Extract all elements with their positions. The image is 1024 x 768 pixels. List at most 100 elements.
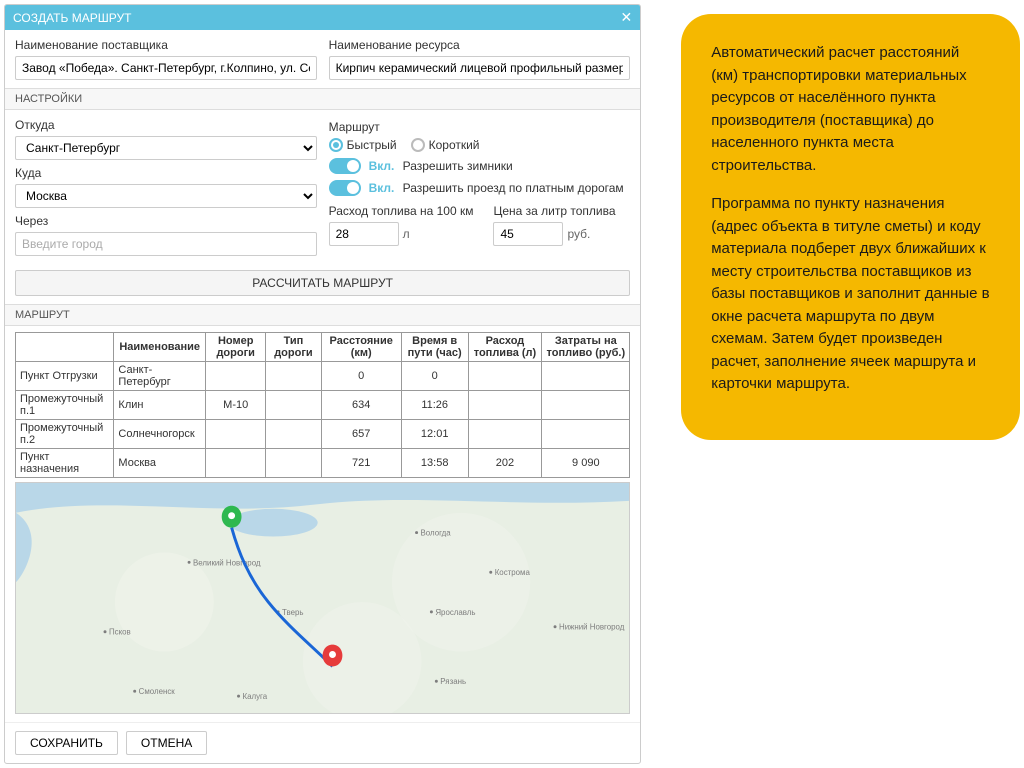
table-header: Расход топлива (л) xyxy=(468,333,542,362)
table-cell: Клин xyxy=(114,391,206,420)
table-cell: 9 090 xyxy=(542,449,630,478)
supplier-input[interactable] xyxy=(15,56,317,80)
table-header: Номер дороги xyxy=(205,333,265,362)
table-cell: 0 xyxy=(321,362,401,391)
table-header: Расстояние (км) xyxy=(321,333,401,362)
calculate-button[interactable]: РАССЧИТАТЬ МАРШРУТ xyxy=(15,270,630,296)
fuel-consumption-input[interactable] xyxy=(329,222,399,246)
fuel-unit: л xyxy=(403,227,410,241)
info-paragraph-1: Автоматический расчет расстояний (км) тр… xyxy=(711,42,990,177)
dialog-titlebar: СОЗДАТЬ МАРШРУТ ✕ xyxy=(5,5,640,30)
table-cell: Промежуточный п.1 xyxy=(16,391,114,420)
route-table: НаименованиеНомер дорогиТип дорогиРассто… xyxy=(15,332,630,478)
table-row: Промежуточный п.2Солнечногорск 65712:01 xyxy=(16,420,630,449)
table-header: Тип дороги xyxy=(266,333,321,362)
svg-text:Калуга: Калуга xyxy=(242,692,267,701)
table-cell xyxy=(266,362,321,391)
from-select[interactable]: Санкт-Петербург xyxy=(15,136,317,160)
svg-text:Нижний Новгород: Нижний Новгород xyxy=(559,623,625,632)
radio-short[interactable]: Короткий xyxy=(411,138,480,152)
table-cell: М-10 xyxy=(205,391,265,420)
table-cell: Солнечногорск xyxy=(114,420,206,449)
table-cell: Москва xyxy=(114,449,206,478)
table-cell: 12:01 xyxy=(401,420,468,449)
supplier-label: Наименование поставщика xyxy=(15,38,317,52)
map-view[interactable]: Псков Великий Новгород Вологда Кострома … xyxy=(15,482,630,714)
via-input[interactable] xyxy=(15,232,317,256)
radio-short-label: Короткий xyxy=(429,138,480,152)
table-cell xyxy=(542,420,630,449)
settings-section: Откуда Санкт-Петербург Куда Москва Через… xyxy=(5,110,640,264)
route-header: МАРШРУТ xyxy=(5,304,640,326)
radio-fast-label: Быстрый xyxy=(347,138,397,152)
table-header xyxy=(16,333,114,362)
radio-fast[interactable]: Быстрый xyxy=(329,138,397,152)
svg-text:Тверь: Тверь xyxy=(282,608,303,617)
table-cell xyxy=(542,362,630,391)
table-cell xyxy=(205,362,265,391)
header-fields: Наименование поставщика Наименование рес… xyxy=(5,30,640,88)
toggle-toll-label: Разрешить проезд по платным дорогам xyxy=(403,181,624,195)
settings-header: НАСТРОЙКИ xyxy=(5,88,640,110)
table-cell xyxy=(468,420,542,449)
radio-unchecked-icon xyxy=(411,138,425,152)
toggle-winter-label: Разрешить зимники xyxy=(403,159,513,173)
table-cell: Пункт назначения xyxy=(16,449,114,478)
table-cell: 721 xyxy=(321,449,401,478)
table-cell xyxy=(266,391,321,420)
resource-label: Наименование ресурса xyxy=(329,38,631,52)
table-cell xyxy=(266,449,321,478)
table-cell xyxy=(205,449,265,478)
table-row: Пункт назначенияМосква72113:582029 090 xyxy=(16,449,630,478)
svg-text:Ярославль: Ярославль xyxy=(435,608,475,617)
table-cell: 11:26 xyxy=(401,391,468,420)
svg-text:Смоленск: Смоленск xyxy=(139,687,176,696)
table-row: Пункт ОтгрузкиСанкт-Петербург 00 xyxy=(16,362,630,391)
table-cell: 657 xyxy=(321,420,401,449)
fuel-consumption-label: Расход топлива на 100 км xyxy=(329,204,474,218)
radio-checked-icon xyxy=(329,138,343,152)
svg-text:Кострома: Кострома xyxy=(495,568,531,577)
route-mode-label: Маршрут xyxy=(329,120,631,134)
table-cell: Промежуточный п.2 xyxy=(16,420,114,449)
fuel-price-input[interactable] xyxy=(493,222,563,246)
to-label: Куда xyxy=(15,166,317,180)
table-cell xyxy=(468,391,542,420)
toggle-toll[interactable] xyxy=(329,180,361,196)
from-label: Откуда xyxy=(15,118,317,132)
table-header: Наименование xyxy=(114,333,206,362)
dialog-title: СОЗДАТЬ МАРШРУТ xyxy=(13,11,131,25)
svg-text:Великий Новгород: Великий Новгород xyxy=(193,558,261,567)
table-cell: 202 xyxy=(468,449,542,478)
table-cell: Санкт-Петербург xyxy=(114,362,206,391)
svg-text:Псков: Псков xyxy=(109,628,131,637)
table-cell xyxy=(468,362,542,391)
info-panel: Автоматический расчет расстояний (км) тр… xyxy=(681,14,1020,440)
dialog-footer: СОХРАНИТЬ ОТМЕНА xyxy=(5,722,640,763)
cancel-button[interactable]: ОТМЕНА xyxy=(126,731,207,755)
table-row: Промежуточный п.1КлинМ-1063411:26 xyxy=(16,391,630,420)
table-header: Время в пути (час) xyxy=(401,333,468,362)
table-cell: 0 xyxy=(401,362,468,391)
start-marker-icon xyxy=(222,506,242,528)
table-cell xyxy=(205,420,265,449)
to-select[interactable]: Москва xyxy=(15,184,317,208)
toggle-toll-state: Вкл. xyxy=(369,181,395,195)
close-icon[interactable]: ✕ xyxy=(620,9,632,26)
info-paragraph-2: Программа по пункту назначения (адрес об… xyxy=(711,193,990,396)
save-button[interactable]: СОХРАНИТЬ xyxy=(15,731,118,755)
table-cell xyxy=(266,420,321,449)
create-route-dialog: СОЗДАТЬ МАРШРУТ ✕ Наименование поставщик… xyxy=(4,4,641,764)
table-cell: Пункт Отгрузки xyxy=(16,362,114,391)
svg-text:Рязань: Рязань xyxy=(440,677,466,686)
svg-text:Вологда: Вологда xyxy=(421,529,452,538)
resource-input[interactable] xyxy=(329,56,631,80)
via-label: Через xyxy=(15,214,317,228)
fuel-price-unit: руб. xyxy=(567,227,590,241)
fuel-price-label: Цена за литр топлива xyxy=(493,204,615,218)
toggle-winter[interactable] xyxy=(329,158,361,174)
end-marker-icon xyxy=(323,645,343,667)
table-cell xyxy=(542,391,630,420)
table-header: Затраты на топливо (руб.) xyxy=(542,333,630,362)
toggle-winter-state: Вкл. xyxy=(369,159,395,173)
